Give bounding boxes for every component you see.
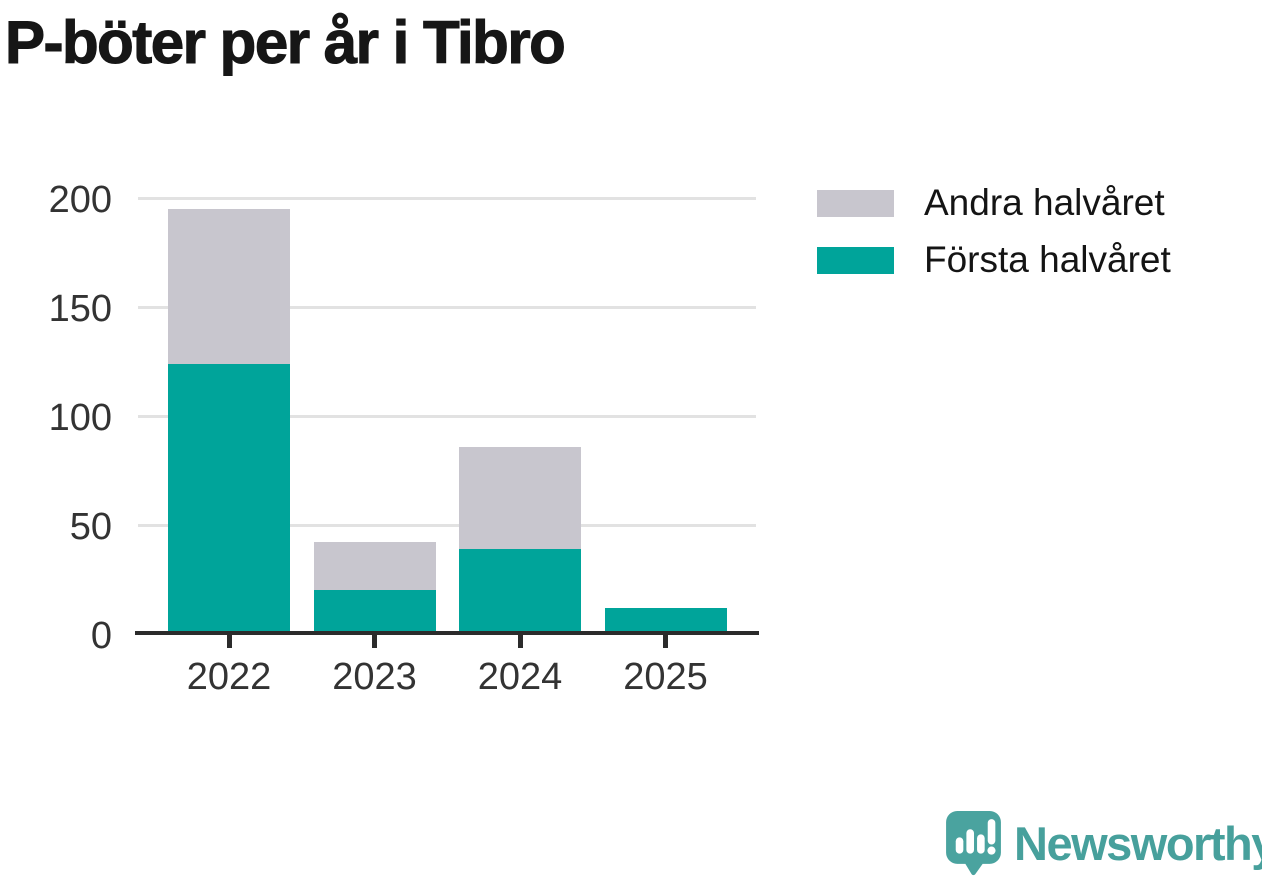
plot-area	[135, 197, 759, 635]
x-label-2022: 2022	[186, 656, 272, 698]
x-tick-2022	[226, 635, 232, 648]
bar-2022-första	[168, 363, 290, 634]
gridline-y100	[138, 415, 756, 418]
x-label-2024: 2024	[477, 656, 563, 698]
x-tick-2024	[517, 635, 523, 648]
legend: Andra halvåret Första halvåret	[817, 182, 1171, 303]
gridline-y200	[138, 197, 756, 200]
legend-label: Andra halvåret	[924, 182, 1165, 223]
bar-2024-andra	[459, 446, 581, 549]
bar-2024-första	[459, 548, 581, 634]
legend-item: Första halvåret	[817, 239, 1171, 280]
x-tick-2023	[372, 635, 377, 648]
y-label-0: 0	[90, 615, 112, 657]
x-label-2025: 2025	[623, 656, 708, 698]
gridline-y50	[138, 524, 756, 527]
x-axis-line	[135, 631, 759, 635]
newsworthy-logo-icon	[946, 811, 1001, 876]
legend-label: Första halvåret	[924, 239, 1171, 280]
bar-2023-andra	[313, 542, 436, 591]
bar-2022-andra	[168, 208, 290, 364]
bar-2025-första	[604, 607, 727, 634]
legend-item: Andra halvåret	[817, 182, 1171, 223]
y-label-200: 200	[48, 179, 112, 221]
y-label-150: 150	[48, 288, 112, 330]
x-label-2023: 2023	[332, 656, 417, 698]
newsworthy-logo: Newsworthy	[946, 811, 1262, 876]
gridline-y150	[138, 306, 756, 309]
legend-swatch-icon	[817, 189, 894, 217]
y-label-100: 100	[48, 397, 112, 439]
newsworthy-logo-text: Newsworthy	[1014, 817, 1262, 870]
y-label-50: 50	[69, 506, 112, 548]
chart-title: P-böter per år i Tibro	[4, 8, 566, 76]
x-tick-2025	[663, 635, 668, 648]
legend-swatch-icon	[817, 246, 894, 274]
bar-2023-första	[313, 590, 436, 634]
